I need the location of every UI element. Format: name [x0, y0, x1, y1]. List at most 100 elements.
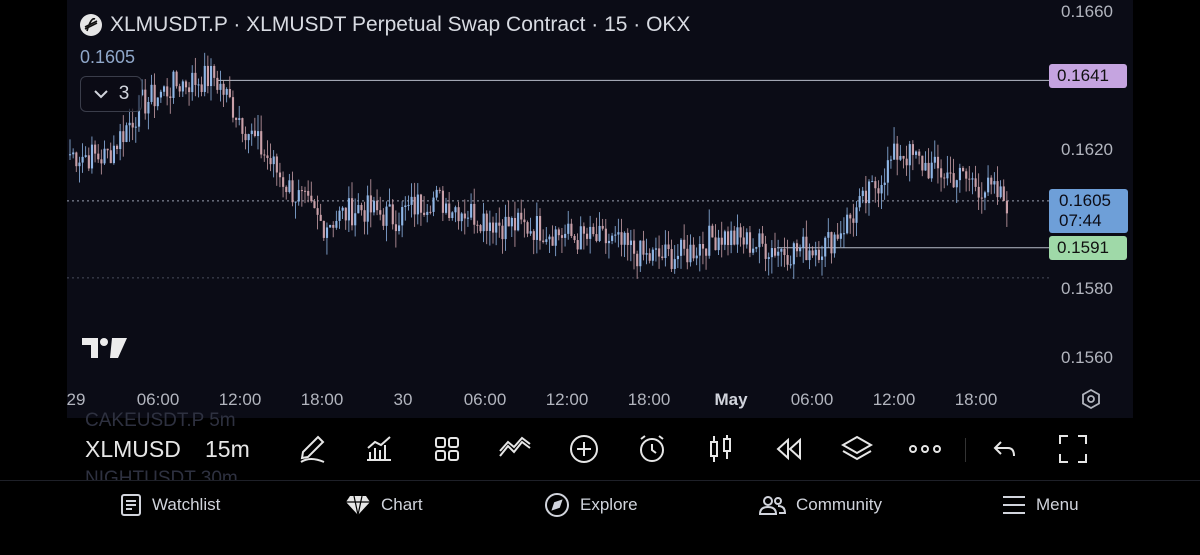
candle-body: [535, 216, 538, 240]
candle-body: [720, 237, 723, 245]
candle-body: [623, 232, 626, 245]
candle-body: [582, 226, 585, 234]
candle-body: [454, 207, 457, 213]
nav-community[interactable]: Community: [758, 493, 882, 517]
candle-body: [416, 194, 419, 215]
pencil-icon[interactable]: [295, 431, 331, 467]
candle-body: [81, 156, 84, 163]
candle-body: [846, 214, 849, 234]
candle-body: [304, 190, 307, 192]
candle-body: [460, 213, 463, 222]
candle-body: [996, 181, 999, 198]
candle-body: [971, 178, 974, 180]
chart-title-text: XLMUSDT.P · XLMUSDT Perpetual Swap Contr…: [110, 13, 691, 36]
candle-body: [836, 234, 839, 239]
more-icon[interactable]: [907, 431, 943, 467]
candle-body: [228, 88, 231, 98]
chart-canvas[interactable]: [67, 0, 1133, 418]
indicators-toggle-button[interactable]: 3: [80, 76, 142, 112]
candle-body: [310, 195, 313, 202]
candle-body: [548, 236, 551, 240]
candle-body: [316, 208, 319, 215]
hamburger-icon: [1003, 496, 1025, 514]
candle-body: [407, 204, 410, 206]
candle-body: [839, 233, 842, 239]
nav-chart[interactable]: Chart: [345, 493, 423, 517]
candle-body: [598, 225, 601, 241]
chart-area[interactable]: [67, 0, 1133, 418]
candle-body: [786, 255, 789, 265]
layers-icon[interactable]: [839, 431, 875, 467]
candle-body: [990, 177, 993, 185]
candle-icon[interactable]: [703, 431, 739, 467]
candle-body: [545, 239, 548, 242]
candle-body: [517, 212, 520, 231]
candle-body: [805, 236, 808, 261]
candle-body: [307, 190, 310, 196]
indicator-icon[interactable]: [497, 431, 533, 467]
candle-body: [576, 240, 579, 250]
candle-body: [817, 249, 820, 260]
candle-body: [777, 251, 780, 256]
candle-body: [980, 197, 983, 199]
candle-body: [739, 227, 742, 238]
candle-body: [498, 222, 501, 226]
fullscreen-icon[interactable]: [1055, 431, 1091, 467]
symbol-button[interactable]: XLMUSDT.P: [85, 436, 181, 462]
alarm-icon[interactable]: [634, 431, 670, 467]
nav-watchlist-label: Watchlist: [152, 495, 221, 514]
alert-high-tag[interactable]: 0.1641: [1049, 64, 1127, 88]
candle-body: [893, 143, 896, 160]
nav-community-label: Community: [796, 495, 882, 514]
stellar-logo-icon: [80, 14, 102, 36]
grid-icon[interactable]: [429, 431, 465, 467]
candle-body: [410, 196, 413, 205]
interval-button[interactable]: 15m: [205, 436, 250, 462]
candle-body: [993, 181, 996, 185]
candle-body: [385, 206, 388, 226]
candle-body: [325, 227, 329, 238]
candle-body: [69, 154, 72, 156]
replay-icon[interactable]: [771, 431, 807, 467]
candle-body: [156, 97, 159, 107]
candle-body: [946, 172, 949, 179]
candle-body: [764, 243, 767, 259]
candle-body: [338, 210, 341, 221]
alert-low-tag[interactable]: 0.1591: [1049, 236, 1127, 260]
candle-body: [319, 214, 322, 221]
candle-body: [382, 214, 385, 226]
candle-body: [899, 155, 902, 160]
candle-body: [253, 130, 256, 137]
undo-icon[interactable]: [987, 431, 1023, 467]
candle-body: [360, 204, 363, 211]
bar-chart-icon[interactable]: [361, 431, 397, 467]
chart-title[interactable]: XLMUSDT.P · XLMUSDT Perpetual Swap Contr…: [80, 12, 690, 38]
candle-body: [225, 88, 228, 95]
candle-body: [883, 182, 886, 185]
candle-body: [141, 89, 144, 96]
nav-explore[interactable]: Explore: [544, 493, 638, 517]
candle-body: [479, 225, 482, 232]
candle-body: [695, 255, 698, 259]
candle-body: [184, 81, 188, 88]
price-label-1: 0.1620: [1061, 140, 1113, 159]
candle-body: [918, 151, 921, 156]
chart-settings-icon[interactable]: [1080, 388, 1102, 415]
candle-body: [896, 143, 899, 160]
candle-body: [435, 189, 438, 198]
candle-body: [282, 177, 285, 187]
candle-body: [94, 144, 97, 154]
candle-body: [924, 162, 927, 171]
candle-body: [169, 96, 172, 98]
nav-menu[interactable]: Menu: [1002, 493, 1079, 517]
candle-body: [191, 72, 194, 93]
candle-body: [200, 84, 203, 92]
candle-body: [802, 236, 805, 248]
plus-circle-icon[interactable]: [566, 431, 602, 467]
candle-body: [131, 122, 134, 128]
ohlc-value: 0.1605: [80, 47, 136, 67]
candle-body: [116, 145, 119, 150]
nav-watchlist[interactable]: Watchlist: [120, 493, 220, 517]
candle-body: [752, 248, 755, 253]
candle-body: [335, 220, 338, 228]
